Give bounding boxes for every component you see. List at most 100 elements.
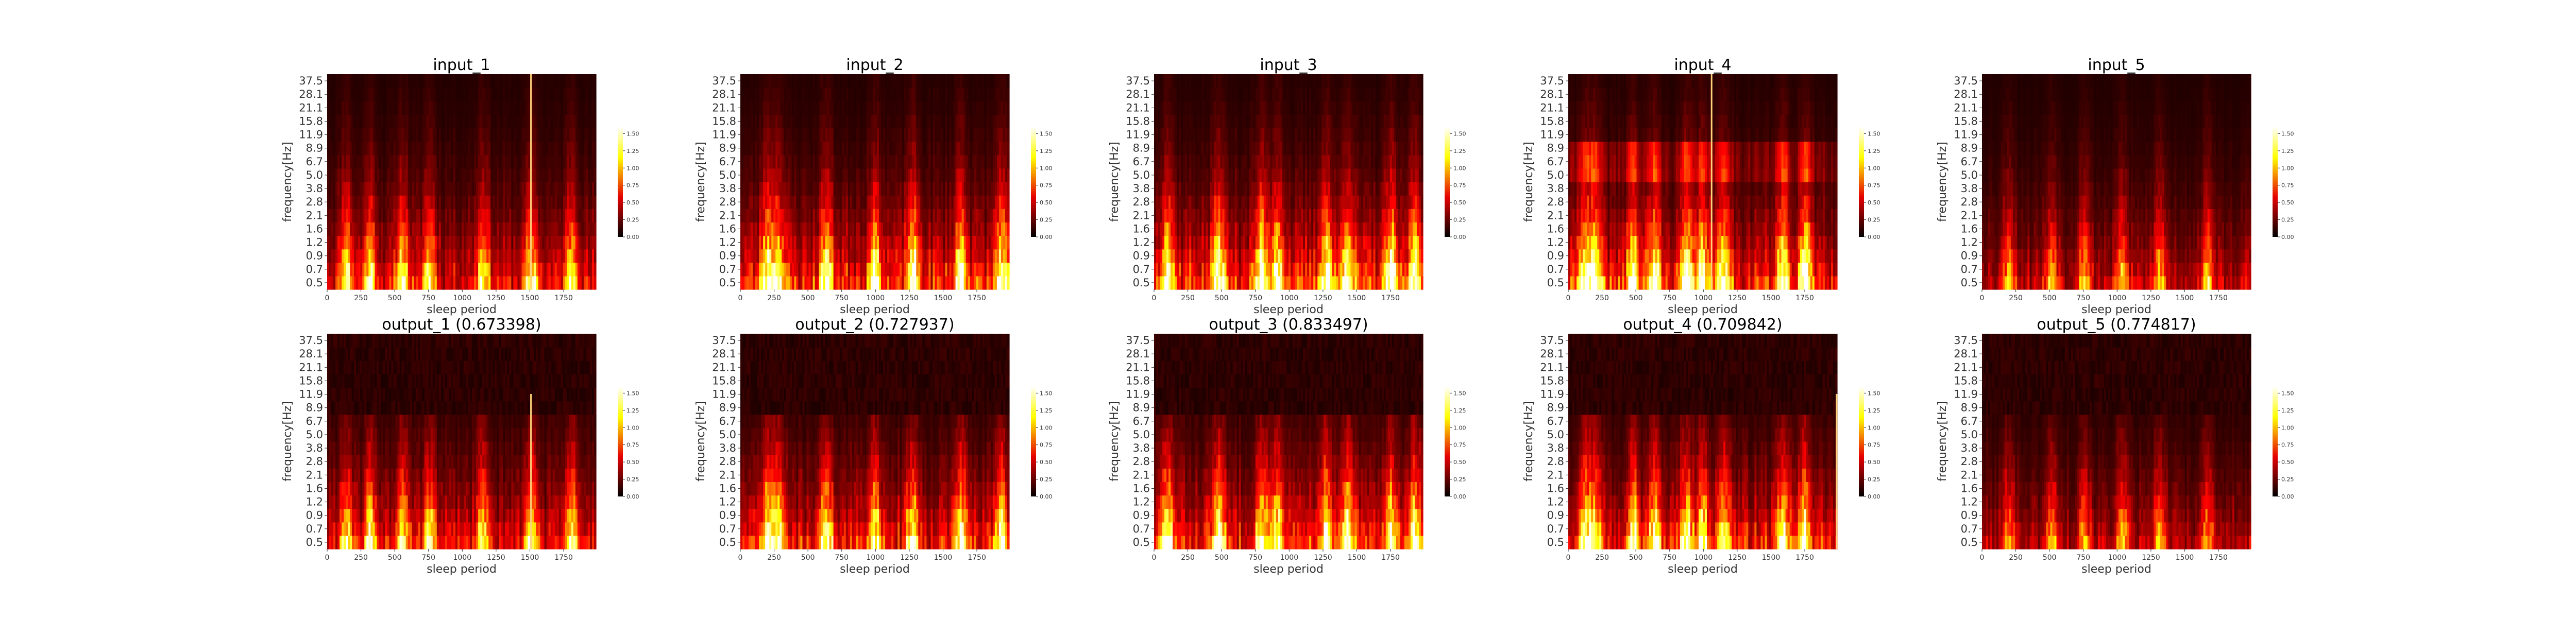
heatmap-cell xyxy=(845,276,849,290)
heatmap-cell xyxy=(1418,235,1421,250)
heatmap-cell xyxy=(536,222,539,236)
heatmap-cell xyxy=(1379,249,1382,263)
heatmap-cell xyxy=(976,276,979,290)
heatmap-cell xyxy=(1201,262,1204,277)
heatmap-cell xyxy=(963,168,967,182)
heatmap-cell xyxy=(544,114,547,129)
heatmap-cell xyxy=(517,128,520,142)
heatmap-cell xyxy=(1334,276,1336,290)
heatmap-cell xyxy=(779,222,782,236)
heatmap-cell xyxy=(352,222,354,236)
heatmap-cell xyxy=(1179,209,1181,222)
heatmap-cell xyxy=(1187,235,1190,250)
heatmap-cell xyxy=(751,101,753,115)
heatmap-cell xyxy=(786,249,788,263)
heatmap-cell xyxy=(335,249,338,263)
heatmap-cell xyxy=(1420,276,1423,290)
heatmap-cell xyxy=(974,249,977,263)
heatmap-cell xyxy=(1001,209,1004,222)
heatmap-cell xyxy=(817,88,820,101)
heatmap-cell xyxy=(1261,249,1264,263)
heatmap-cell xyxy=(1313,249,1316,263)
heatmap-cell xyxy=(945,128,948,142)
heatmap-cell xyxy=(381,114,384,129)
heatmap-cell xyxy=(1193,276,1196,290)
heatmap-cell xyxy=(1404,222,1407,236)
heatmap-cell xyxy=(360,276,363,290)
heatmap-cell xyxy=(561,88,564,101)
heatmap-cell xyxy=(519,222,522,236)
heatmap-cell xyxy=(505,235,507,250)
heatmap-cell xyxy=(875,114,877,129)
heatmap-cell xyxy=(585,209,588,222)
heatmap-cell xyxy=(790,235,792,250)
heatmap-cell xyxy=(536,88,539,101)
heatmap-cell xyxy=(935,128,938,142)
heatmap-cell xyxy=(488,182,491,196)
heatmap-cell xyxy=(346,249,348,263)
heatmap-cell xyxy=(356,262,359,277)
heatmap-cell xyxy=(860,74,863,88)
heatmap-cell xyxy=(391,182,394,196)
heatmap-cell xyxy=(552,154,555,169)
heatmap-cell xyxy=(974,195,977,209)
heatmap-cell xyxy=(1007,262,1010,277)
heatmap-cell xyxy=(528,222,531,236)
heatmap-cell xyxy=(517,209,520,222)
heatmap-cell xyxy=(1259,235,1262,250)
heatmap-cell xyxy=(883,222,886,236)
heatmap-cell xyxy=(552,195,555,209)
heatmap-cell xyxy=(462,128,464,142)
heatmap-cell xyxy=(470,209,472,222)
heatmap-cell xyxy=(1222,209,1225,222)
heatmap-cell xyxy=(980,88,983,101)
heatmap-cell xyxy=(495,88,497,101)
heatmap-cell xyxy=(470,182,472,196)
heatmap-cell xyxy=(544,182,547,196)
heatmap-cell xyxy=(517,195,520,209)
heatmap-cell xyxy=(1168,276,1171,290)
heatmap-cell xyxy=(1363,235,1366,250)
heatmap-cell xyxy=(747,249,749,263)
heatmap-cell xyxy=(443,114,446,129)
heatmap-cell xyxy=(495,276,497,290)
heatmap-cell xyxy=(761,154,764,169)
heatmap-cell xyxy=(1375,262,1378,277)
heatmap-cell xyxy=(589,182,592,196)
heatmap-cell xyxy=(965,276,969,290)
heatmap-cell xyxy=(755,249,757,263)
heatmap-cell xyxy=(1259,222,1262,236)
heatmap-cell xyxy=(416,209,419,222)
y-tick-label: 6.7 xyxy=(719,156,736,168)
heatmap-cell xyxy=(792,101,794,115)
heatmap-cell xyxy=(815,276,818,290)
heatmap-cell xyxy=(1206,209,1208,222)
heatmap-cell xyxy=(827,209,830,222)
heatmap-cell xyxy=(393,209,396,222)
heatmap-cell xyxy=(414,235,417,250)
heatmap-cell xyxy=(798,74,801,88)
heatmap-cell xyxy=(852,222,855,236)
heatmap-cell xyxy=(794,88,797,101)
heatmap-cell xyxy=(542,195,545,209)
heatmap-cell xyxy=(782,168,784,182)
heatmap-cell xyxy=(360,182,363,196)
heatmap-cell xyxy=(887,182,890,196)
heatmap-cell xyxy=(556,154,560,169)
heatmap-cell xyxy=(401,114,404,129)
heatmap-cell xyxy=(569,141,572,156)
heatmap-cell xyxy=(526,209,529,222)
heatmap-cell xyxy=(1201,249,1204,263)
heatmap-cell xyxy=(1338,262,1341,277)
heatmap-cell xyxy=(910,209,912,222)
heatmap-cell xyxy=(432,235,435,250)
heatmap-cell xyxy=(587,209,590,222)
heatmap-cell xyxy=(951,276,954,290)
heatmap-cell xyxy=(335,74,338,88)
heatmap-cell xyxy=(447,168,450,182)
heatmap-cell xyxy=(908,222,910,236)
heatmap-cell xyxy=(1166,276,1169,290)
heatmap-cell xyxy=(757,168,759,182)
heatmap-cell xyxy=(951,101,954,115)
heatmap-cell xyxy=(364,235,367,250)
